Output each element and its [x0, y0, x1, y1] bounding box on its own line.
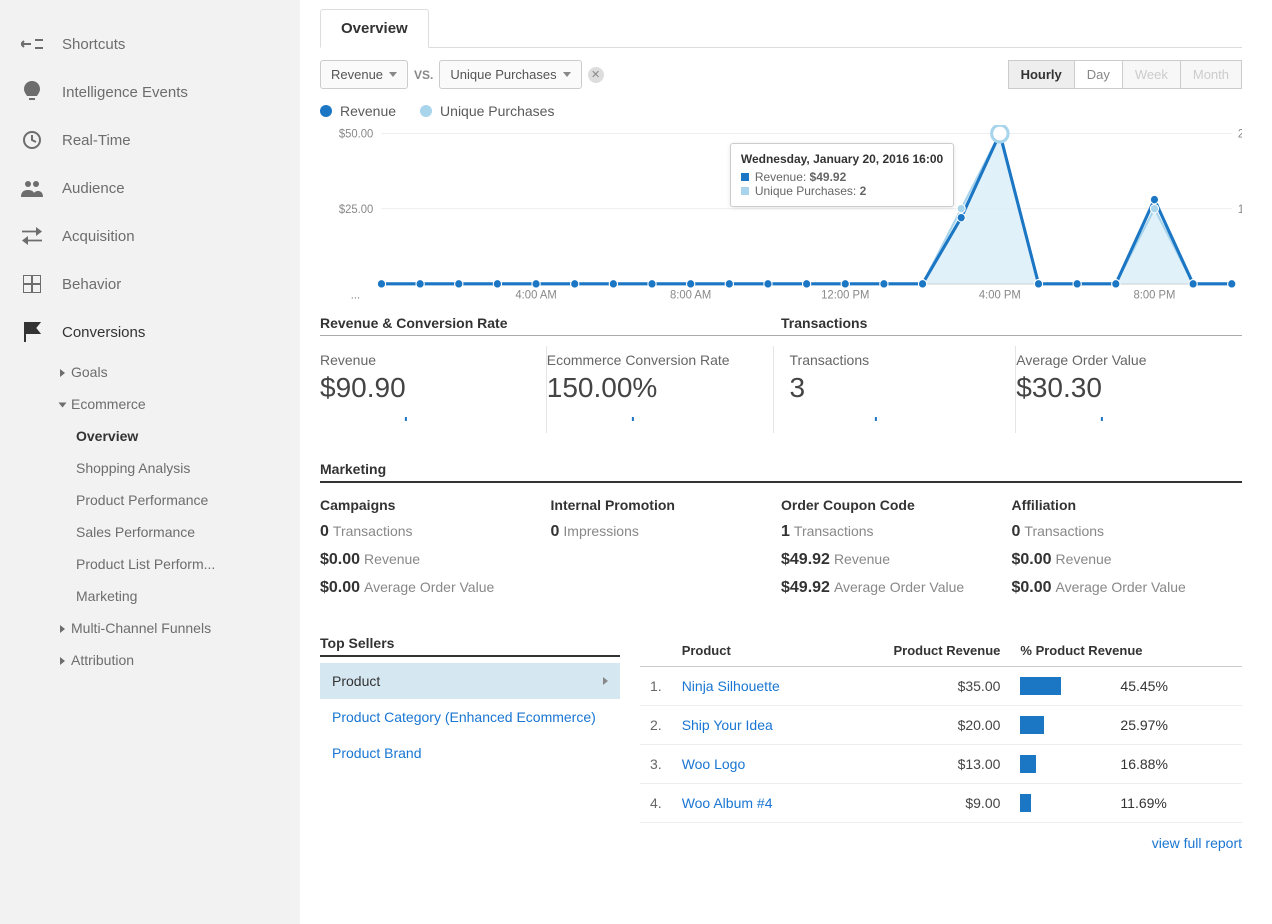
people-icon	[20, 176, 44, 200]
th-product[interactable]: Product	[672, 635, 835, 667]
seller-dimension-product[interactable]: Product	[320, 663, 620, 699]
marketing-section-title: Marketing	[320, 461, 1242, 483]
legend-unique-purchases: Unique Purchases	[420, 103, 554, 119]
product-link[interactable]: Ship Your Idea	[672, 706, 835, 745]
product-link[interactable]: Ninja Silhouette	[672, 667, 835, 706]
tab-overview[interactable]: Overview	[320, 9, 429, 48]
svg-text:1: 1	[1238, 204, 1242, 216]
bulb-icon	[20, 80, 44, 104]
section-header-revenue: Revenue & Conversion Rate	[320, 315, 781, 335]
vs-label: VS.	[414, 68, 433, 82]
legend-revenue: Revenue	[320, 103, 396, 119]
flag-icon	[20, 320, 44, 344]
chevron-down-icon	[389, 72, 397, 77]
table-row: 4. Woo Album #4 $9.00 11.69%	[640, 784, 1242, 823]
shortcuts-icon	[20, 32, 44, 56]
table-row: 1. Ninja Silhouette $35.00 45.45%	[640, 667, 1242, 706]
sidebar: ShortcutsIntelligence EventsReal-TimeAud…	[0, 0, 300, 924]
metric1-dropdown[interactable]: Revenue	[320, 60, 408, 89]
sidebar-item-intelligence-events[interactable]: Intelligence Events	[0, 68, 300, 116]
svg-text:4:00 PM: 4:00 PM	[979, 289, 1021, 301]
chart-tooltip: Wednesday, January 20, 2016 16:00Revenue…	[730, 143, 954, 207]
metric-selectors: Revenue VS. Unique Purchases ✕	[320, 60, 604, 89]
th-pct[interactable]: % Product Revenue	[1010, 635, 1242, 667]
subnav-multi-channel-funnels[interactable]: Multi-Channel Funnels	[60, 612, 300, 644]
caret-icon	[60, 625, 65, 633]
time-btn-hourly[interactable]: Hourly	[1008, 60, 1075, 89]
caret-icon	[60, 369, 65, 377]
grid-icon	[20, 272, 44, 296]
time-btn-month: Month	[1180, 60, 1242, 89]
svg-text:$50.00: $50.00	[339, 129, 373, 141]
tab-bar: Overview	[320, 8, 1242, 48]
time-granularity-toggle: HourlyDayWeekMonth	[1009, 60, 1242, 89]
metric-card-revenue: Revenue$90.90	[320, 346, 547, 433]
time-btn-day[interactable]: Day	[1074, 60, 1123, 89]
marketing-card-affiliation: Affiliation0Transactions$0.00Revenue$0.0…	[1012, 497, 1243, 607]
svg-text:2: 2	[1238, 129, 1242, 141]
sidebar-item-conversions[interactable]: Conversions	[0, 308, 300, 356]
sidebar-item-real-time[interactable]: Real-Time	[0, 116, 300, 164]
caret-icon	[60, 657, 65, 665]
chart-legend: Revenue Unique Purchases	[320, 103, 1242, 119]
subnav-ecommerce-product-list-perform-[interactable]: Product List Perform...	[76, 548, 300, 580]
seller-dimension-product-brand[interactable]: Product Brand	[320, 735, 620, 771]
sidebar-item-shortcuts[interactable]: Shortcuts	[0, 20, 300, 68]
marketing-card-campaigns: Campaigns0Transactions$0.00Revenue$0.00A…	[320, 497, 551, 607]
svg-text:$25.00: $25.00	[339, 204, 373, 216]
metric-card-transactions: Transactions3	[774, 346, 1017, 433]
clear-metric2-icon[interactable]: ✕	[588, 67, 604, 83]
section-header-transactions: Transactions	[781, 315, 1242, 335]
metric2-dropdown[interactable]: Unique Purchases	[439, 60, 581, 89]
subnav-ecommerce-sales-performance[interactable]: Sales Performance	[76, 516, 300, 548]
arrows-icon	[20, 224, 44, 248]
subnav-ecommerce-marketing[interactable]: Marketing	[76, 580, 300, 612]
revenue-chart: $50.00 $25.00 2 1 4:00 AM 8:00 AM 12:00 PM 4:00…	[320, 125, 1242, 305]
seller-dimension-product-category-enhanced-ecommerce-[interactable]: Product Category (Enhanced Ecommerce)	[320, 699, 620, 735]
subnav-ecommerce-overview[interactable]: Overview	[76, 420, 300, 452]
marketing-card-order-coupon-code: Order Coupon Code1Transactions$49.92Reve…	[781, 497, 1012, 607]
top-sellers-title: Top Sellers	[320, 635, 620, 657]
sidebar-item-behavior[interactable]: Behavior	[0, 260, 300, 308]
caret-icon	[59, 403, 67, 408]
marketing-card-internal-promotion: Internal Promotion0Impressions	[551, 497, 782, 607]
table-row: 3. Woo Logo $13.00 16.88%	[640, 745, 1242, 784]
svg-text:8:00 PM: 8:00 PM	[1134, 289, 1176, 301]
metric-card-average-order-value: Average Order Value$30.30	[1016, 346, 1242, 433]
main-content: Overview Revenue VS. Unique Purchases ✕ …	[300, 0, 1272, 924]
subnav-goals[interactable]: Goals	[60, 356, 300, 388]
svg-text:...: ...	[351, 289, 360, 301]
chevron-down-icon	[563, 72, 571, 77]
subnav-ecommerce[interactable]: Ecommerce	[60, 388, 300, 420]
sidebar-item-audience[interactable]: Audience	[0, 164, 300, 212]
time-btn-week: Week	[1122, 60, 1181, 89]
subnav-ecommerce-shopping-analysis[interactable]: Shopping Analysis	[76, 452, 300, 484]
subnav-attribution[interactable]: Attribution	[60, 644, 300, 676]
product-link[interactable]: Woo Album #4	[672, 784, 835, 823]
th-revenue[interactable]: Product Revenue	[835, 635, 1010, 667]
clock-icon	[20, 128, 44, 152]
chevron-right-icon	[603, 677, 608, 685]
products-table: Product Product Revenue % Product Revenu…	[640, 635, 1242, 863]
sidebar-item-acquisition[interactable]: Acquisition	[0, 212, 300, 260]
top-sellers-panel: Top Sellers ProductProduct Category (Enh…	[320, 635, 620, 863]
metric-card-ecommerce-conversion-rate: Ecommerce Conversion Rate150.00%	[547, 346, 774, 433]
table-row: 2. Ship Your Idea $20.00 25.97%	[640, 706, 1242, 745]
product-link[interactable]: Woo Logo	[672, 745, 835, 784]
svg-text:8:00 AM: 8:00 AM	[670, 289, 711, 301]
svg-text:12:00 PM: 12:00 PM	[821, 289, 869, 301]
svg-text:4:00 AM: 4:00 AM	[515, 289, 556, 301]
view-full-report-link[interactable]: view full report	[640, 823, 1242, 863]
subnav-ecommerce-product-performance[interactable]: Product Performance	[76, 484, 300, 516]
